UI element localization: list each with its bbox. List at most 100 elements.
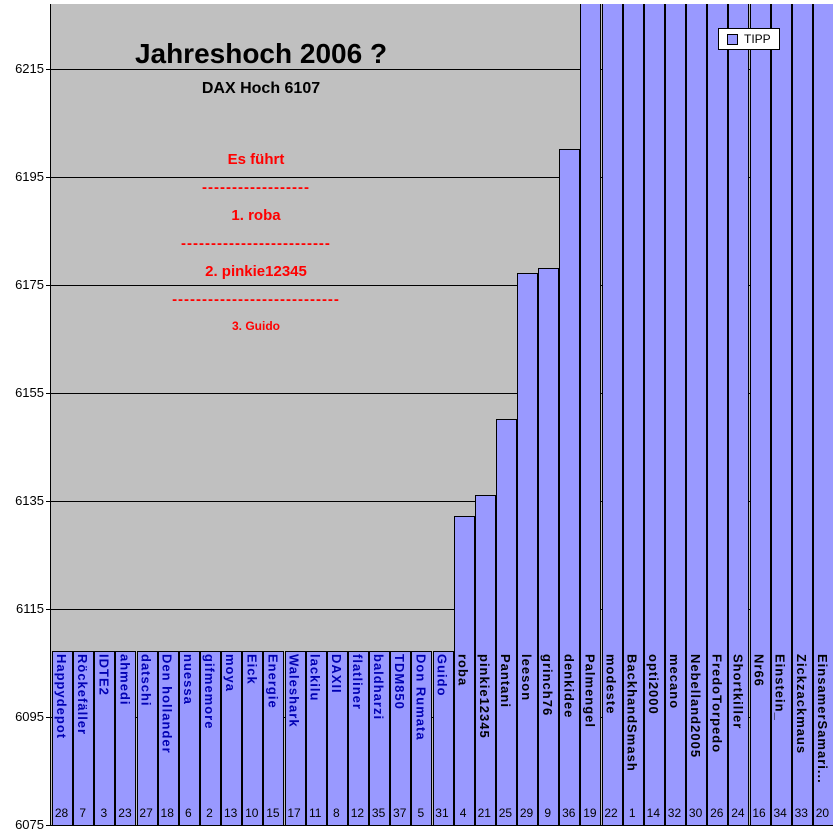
bar-tdm850 [390,651,412,825]
bar-name-label-moya: moya [223,654,239,692]
bar-mecano [664,4,686,825]
bar-name-label-baldharzi: baldharzi [371,654,387,721]
chart-title: Jahreshoch 2006 ? [134,38,388,69]
bar-nr66 [749,4,771,825]
bar-name-label-einstein: Einstein_ [772,654,788,721]
bar-name-label-lackilu: lackilu [307,654,323,702]
bar-zickzackmaus [791,4,813,825]
bar-number-label-shortkiller: 24 [731,806,745,820]
bar-name-label-gifmemore: gifmemore [202,654,217,730]
bar-number-label-gifmemore: 2 [206,806,213,820]
gridline [51,68,833,70]
bar-name-label-denkidee: denkidee [561,654,577,719]
bar-name-label-daxii: DAXII [328,654,344,694]
bar-number-label-pantani: 25 [498,806,513,820]
y-axis-label: 6175 [15,276,44,292]
bar-number-label-baldharzi: 35 [371,806,386,820]
bar-number-label-datschi: 27 [139,806,153,820]
bar-happydepot [52,651,74,825]
leaderboard-entry-1: 1. roba [231,207,281,224]
bar-ahmedi [115,651,137,825]
bar-number-label-waleshark: 17 [287,806,301,820]
bar-name-label-palmengel: Palmengel [582,654,598,729]
gridline [51,608,833,610]
bar-name-label-eick: Eick [244,654,260,685]
bar-backhandsmash [622,4,644,825]
bar-guido [432,651,454,825]
bar-name-label-pinkie12345: pinkie12345 [476,654,492,739]
bar-r-ckef-ller [73,651,95,825]
bar-name-label-idte2: IDTE2 [96,654,112,696]
bar-layer: Happydepot 28 Röckefäller 7 IDTE2 3 ahmedi 23 da… [51,4,833,825]
bar-name-label-happydepot: Happydepot [54,654,70,740]
bar-number-label-mecano: 32 [667,806,682,820]
bar-name-label-flatliner: flatliner [349,654,365,710]
bar-name-label-backhandsmash: BackhandSmash [624,654,640,772]
bar-number-label-eick: 10 [245,806,259,820]
bar-number-label-leeson: 29 [519,806,534,820]
bar-number-label-pinkie12345: 21 [477,806,491,820]
bar-name-label-leeson: leeson [519,654,535,702]
gridline [51,500,833,502]
legend: TIPP [718,28,780,50]
bar-name-label-nr66: Nr66 [751,654,767,687]
leaderboard-separator: ------------------------- [181,235,331,252]
y-axis-label: 6075 [15,817,44,832]
bar-number-label-tdm850: 37 [393,806,407,820]
bar-name-label-nuessa: nuessa [180,654,196,705]
bar-number-label-nr66: 16 [752,806,766,820]
bar-number-label-grinch76: 9 [544,806,552,820]
bar-palmengel [580,4,602,825]
y-axis-label: 6135 [15,492,44,508]
leaderboard-entry-3: 3. Guido [232,319,280,333]
bar-number-label-den-hollander: 18 [160,806,174,820]
bar-number-label-lackilu: 11 [308,806,322,820]
bar-name-label-den-hollander: Den hollander [159,654,175,754]
bar-name-label-opti2000: opti2000 [645,654,661,715]
bar-don-rumata [411,651,433,825]
bar-pinkie12345 [474,494,496,825]
bar-leeson [517,273,539,825]
bar-lackilu [305,651,327,825]
bar-moya [221,651,243,825]
bar-fredotorpedo [707,4,729,825]
bar-number-label-opti2000: 14 [646,806,660,820]
leaderboard-entry-2: 2. pinkie12345 [205,263,307,280]
bar-gifmemore [200,651,221,825]
bar-number-label-einstein: 34 [773,806,787,820]
bar-number-label-idte2: 3 [100,806,108,820]
bar-energie [263,651,285,825]
y-axis-label: 6155 [15,384,44,400]
bar-number-label-zickzackmaus: 33 [794,806,808,820]
bar-number-label-einsamersamari: 20 [815,806,830,820]
bar-number-label-fredotorpedo: 26 [710,806,724,820]
y-axis-label: 6115 [16,600,44,616]
bar-name-label-waleshark: Waleshark [286,654,302,728]
bar-datschi [136,651,158,825]
bar-name-label-r-ckef-ller: Röckefäller [75,654,91,736]
bar-daxii [326,651,348,825]
bar-grinch76 [538,267,560,825]
bar-einsamersamari [812,4,833,825]
bar-number-label-don-rumata: 5 [417,806,425,820]
bar-number-label-daxii: 8 [332,806,340,820]
bar-opti2000 [643,4,665,825]
bar-name-label-guido: Guido [434,654,450,697]
gridline [51,392,833,394]
bar-number-label-nebelland2005: 30 [688,806,703,820]
leaderboard-heading: Es führt [227,151,285,168]
gridline [51,284,833,286]
bar-name-label-fredotorpedo: FredoTorpedo [709,654,725,754]
bar-name-label-tdm850: TDM850 [392,654,408,710]
legend-label: TIPP [744,32,771,46]
bar-name-label-datschi: datschi [138,654,154,707]
bar-number-label-energie: 15 [266,806,280,820]
bar-number-label-nuessa: 6 [185,806,192,820]
bar-den-hollander [157,651,179,825]
leaderboard-separator: ---------------------------- [172,291,340,308]
chart-subtitle: DAX Hoch 6107 [201,80,321,97]
bar-baldharzi [369,651,391,825]
y-axis-label: 6195 [15,168,44,184]
bar-number-label-roba: 4 [459,806,467,820]
